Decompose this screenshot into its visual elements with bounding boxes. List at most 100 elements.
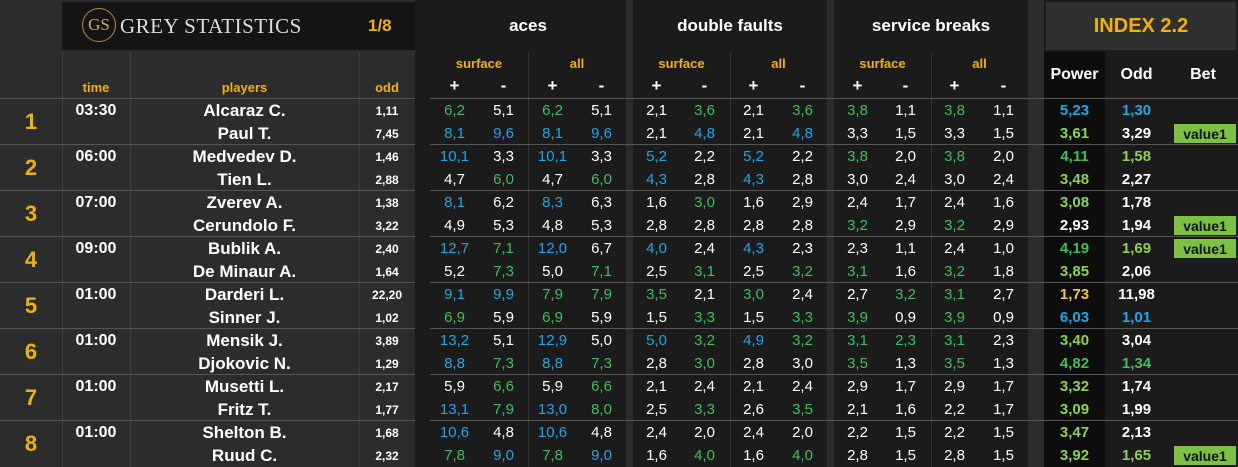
bet-value-badge[interactable]: value1 (1174, 124, 1236, 143)
stat-value: 2,8 (847, 447, 868, 464)
row-divider (62, 329, 63, 375)
plus-header-0: + (449, 76, 460, 95)
player-name[interactable]: Darderi L. (204, 284, 285, 304)
stat-value: 9,0 (591, 447, 612, 464)
odd2-value: 1,69 (1121, 240, 1152, 257)
stat-value: 2,0 (993, 148, 1014, 165)
stat-value: 10,1 (537, 148, 568, 165)
stat-value: 3,8 (847, 148, 868, 165)
stat-value: 3,2 (944, 217, 965, 234)
player-odd: 1,29 (375, 356, 399, 371)
power-value: 3,85 (1059, 263, 1090, 280)
stat-value: 10,6 (537, 424, 568, 441)
player-name[interactable]: Shelton B. (202, 422, 287, 442)
stat-value: 5,1 (493, 332, 514, 349)
player-odd: 7,45 (375, 126, 399, 141)
stat-value: 1,5 (993, 125, 1014, 142)
match-divider (0, 282, 1238, 283)
stat-value: 5,2 (444, 263, 465, 280)
player-name[interactable]: Mensik J. (206, 330, 283, 350)
stat-value: 5,2 (646, 148, 667, 165)
row-divider (359, 99, 360, 145)
stat-value: 1,5 (895, 125, 916, 142)
player-name[interactable]: Zverev A. (206, 192, 283, 212)
stat-value: 4,8 (542, 217, 563, 234)
minus-header-5: - (701, 76, 708, 95)
odd2-value: 1,01 (1121, 309, 1152, 326)
stat-value: 3,1 (847, 263, 868, 280)
row-divider (359, 145, 360, 191)
odd2-value: 1,78 (1121, 194, 1152, 211)
index-title: INDEX 2.2 (1093, 14, 1189, 37)
stat-value: 7,9 (542, 286, 563, 303)
row-divider (130, 283, 131, 329)
stat-value: 2,0 (792, 424, 813, 441)
stat-value: 7,1 (591, 263, 612, 280)
stat-value: 3,1 (694, 263, 715, 280)
row-divider (130, 237, 131, 283)
match-number: 4 (24, 247, 38, 272)
odd2-value: 1,74 (1121, 378, 1152, 395)
stat-value: 1,7 (993, 401, 1014, 418)
stat-value: 2,4 (944, 194, 965, 211)
player-name[interactable]: Djokovic N. (198, 353, 291, 373)
player-odd: 2,40 (375, 241, 399, 256)
stat-value: 2,1 (743, 378, 764, 395)
page-indicator[interactable]: 1/8 (368, 16, 392, 35)
player-name[interactable]: Alcaraz C. (203, 100, 286, 120)
player-name[interactable]: Bublik A. (207, 238, 282, 258)
stat-value: 4,9 (743, 332, 764, 349)
stat-value: 6,2 (542, 102, 563, 119)
power-value: 5,23 (1059, 102, 1090, 119)
bet-value-badge[interactable]: value1 (1174, 216, 1236, 235)
stat-value: 3,3 (591, 148, 612, 165)
stat-value: 2,0 (694, 424, 715, 441)
stat-value: 4,7 (542, 171, 563, 188)
stat-value: 7,3 (493, 263, 514, 280)
power-value: 3,61 (1059, 125, 1090, 142)
player-name[interactable]: Paul T. (217, 123, 272, 143)
stat-value: 2,3 (847, 240, 868, 257)
player-name[interactable]: De Minaur A. (192, 261, 297, 281)
stat-value: 1,6 (895, 263, 916, 280)
row-divider (130, 145, 131, 191)
player-odd: 3,22 (375, 218, 399, 233)
player-name[interactable]: Ruud C. (211, 445, 278, 465)
odd2-value: 1,99 (1121, 401, 1152, 418)
stat-value: 5,0 (542, 263, 563, 280)
row-divider (130, 421, 131, 467)
row-divider (62, 283, 63, 329)
stat-value: 3,8 (944, 102, 965, 119)
player-name[interactable]: Tien L. (217, 169, 272, 189)
player-odd: 1,02 (375, 310, 399, 325)
match-number: 5 (24, 293, 38, 318)
player-name[interactable]: Sinner J. (208, 307, 281, 327)
player-name[interactable]: Cerundolo F. (193, 215, 296, 235)
stat-value: 2,4 (646, 424, 667, 441)
subheader-surface-2: surface (859, 55, 906, 71)
bet-value-badge[interactable]: value1 (1174, 446, 1236, 465)
match-number: 7 (24, 385, 38, 410)
stat-value: 3,2 (895, 286, 916, 303)
stat-value: 2,1 (646, 125, 667, 142)
stat-value: 3,0 (847, 171, 868, 188)
row-divider (130, 329, 131, 375)
bet-value-badge[interactable]: value1 (1174, 239, 1236, 258)
stat-value: 3,0 (694, 194, 715, 211)
player-odd: 22,20 (371, 287, 403, 302)
stat-value: 3,0 (792, 355, 813, 372)
stat-value: 2,2 (944, 424, 965, 441)
stat-value: 1,7 (993, 378, 1014, 395)
player-name[interactable]: Musetti L. (204, 376, 285, 396)
player-name[interactable]: Medvedev D. (192, 146, 297, 166)
row-divider (62, 99, 63, 145)
stat-value: 8,8 (542, 355, 563, 372)
subheader-all-0: all (569, 55, 585, 71)
row-divider (130, 99, 131, 145)
stat-value: 6,9 (444, 309, 465, 326)
player-name[interactable]: Fritz T. (217, 399, 272, 419)
plus-header-10: + (949, 76, 960, 95)
stat-value: 2,8 (792, 217, 813, 234)
stat-value: 12,7 (439, 240, 470, 257)
odd2-value: 2,27 (1121, 171, 1152, 188)
